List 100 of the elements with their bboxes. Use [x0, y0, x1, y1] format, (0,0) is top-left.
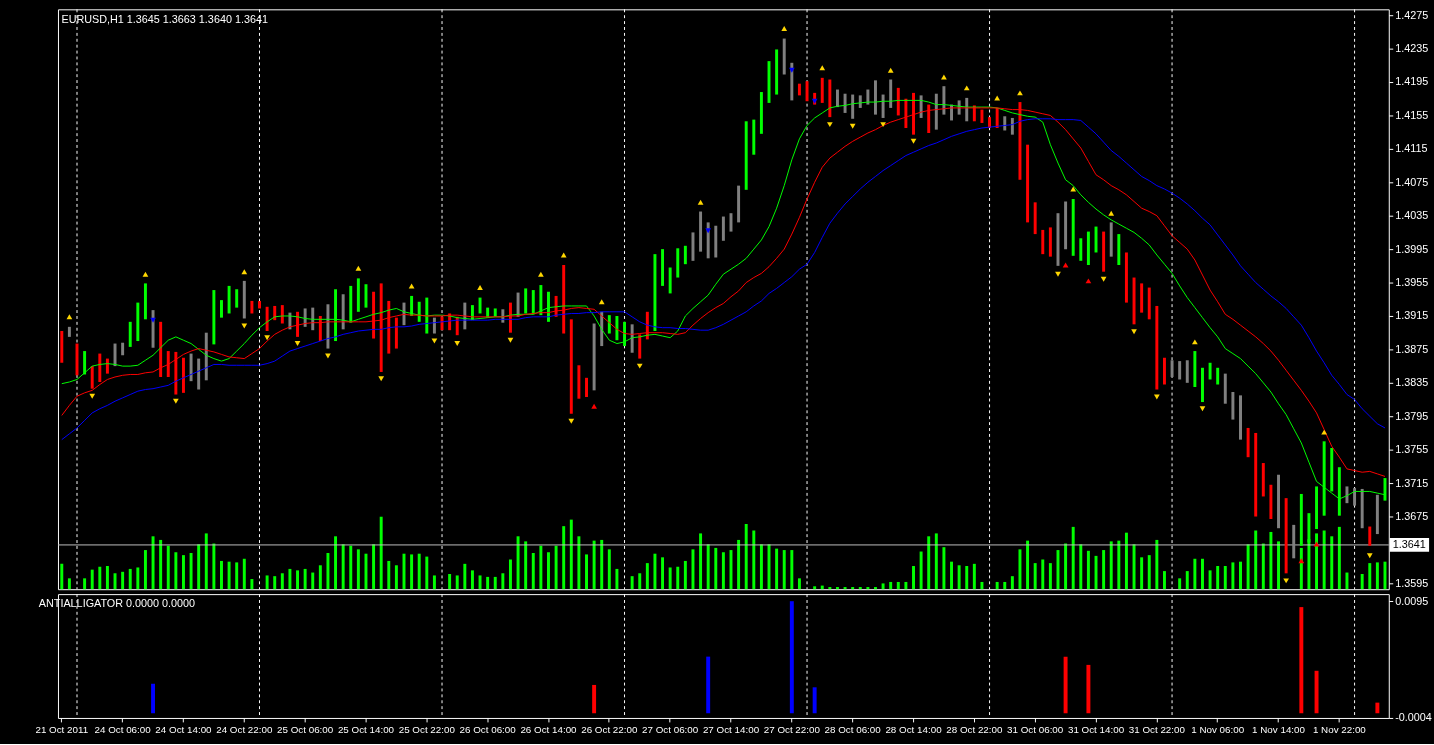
- bar: [1124, 532, 1128, 590]
- x-tick-label: 24 Oct 22:00: [216, 724, 273, 736]
- bar: [607, 549, 611, 590]
- point: [591, 403, 597, 409]
- bar: [1018, 549, 1022, 590]
- bar: [174, 351, 178, 395]
- bar: [265, 575, 269, 590]
- point: [826, 122, 833, 128]
- bar: [387, 560, 391, 590]
- bar: [828, 79, 832, 118]
- bar: [1201, 558, 1204, 590]
- bar: [820, 77, 824, 103]
- bar: [1239, 561, 1242, 590]
- bar: [1353, 488, 1357, 506]
- bar: [334, 536, 338, 590]
- bar: [889, 79, 893, 108]
- bar: [280, 573, 284, 590]
- bar: [630, 576, 634, 590]
- bar: [1360, 488, 1364, 529]
- x-tick-label: 31 Oct 14:00: [1067, 724, 1125, 736]
- bar: [858, 587, 862, 590]
- bar: [220, 300, 223, 318]
- bar: [1048, 563, 1052, 590]
- bar: [1102, 550, 1106, 590]
- bar: [181, 357, 185, 393]
- y-tick-label: 1.3875: [1395, 342, 1429, 355]
- bar: [592, 323, 596, 391]
- bar: [972, 563, 976, 590]
- bar: [683, 560, 687, 590]
- bar: [1322, 530, 1326, 590]
- bar: [1330, 448, 1334, 492]
- bar: [759, 92, 763, 134]
- bar: [1375, 702, 1380, 714]
- bar: [303, 568, 307, 590]
- bar: [90, 569, 94, 590]
- bar: [60, 331, 64, 363]
- bar: [1003, 116, 1007, 131]
- bar: [1086, 231, 1090, 266]
- point: [1321, 429, 1328, 435]
- bar: [364, 284, 368, 308]
- bar: [1162, 357, 1166, 385]
- bar: [143, 283, 147, 320]
- bar: [341, 544, 345, 590]
- bar: [1223, 373, 1227, 404]
- bar: [372, 291, 376, 339]
- bar: [1041, 559, 1045, 590]
- bar: [1132, 277, 1136, 325]
- bar: [942, 86, 946, 115]
- bar: [1216, 566, 1220, 590]
- bar: [759, 544, 763, 590]
- y-tick-label: 1.4115: [1395, 142, 1428, 155]
- x-tick-label: 24 Oct 06:00: [94, 724, 152, 736]
- bar: [1109, 222, 1113, 257]
- bar: [805, 81, 809, 102]
- bar: [919, 551, 923, 590]
- point: [1199, 406, 1206, 412]
- bar: [1102, 231, 1106, 272]
- point: [963, 85, 970, 91]
- bar: [372, 544, 376, 590]
- bar: [1140, 283, 1144, 313]
- y-tick-label: 1.3795: [1395, 409, 1429, 422]
- bar: [706, 544, 710, 590]
- point: [880, 122, 886, 128]
- point: [294, 341, 301, 347]
- x-tick-label: 27 Oct 06:00: [642, 724, 699, 736]
- bar: [425, 297, 429, 334]
- bar: [691, 232, 695, 261]
- point: [1283, 578, 1289, 584]
- bar: [1079, 238, 1083, 261]
- bar: [394, 317, 398, 349]
- bar: [410, 554, 414, 590]
- bar: [957, 565, 961, 590]
- bar: [136, 567, 140, 590]
- point: [1131, 329, 1137, 335]
- bar: [197, 544, 201, 590]
- bar: [1162, 571, 1166, 590]
- bar: [181, 555, 185, 590]
- bar: [577, 536, 581, 590]
- bar: [1261, 543, 1265, 590]
- bar: [1231, 562, 1235, 590]
- bar: [1239, 395, 1242, 440]
- bar: [1208, 570, 1212, 590]
- bar: [1368, 526, 1372, 546]
- bar: [797, 83, 801, 96]
- bar: [1277, 541, 1280, 590]
- bar: [1048, 227, 1052, 257]
- x-tick-label: 24 Oct 14:00: [155, 724, 213, 736]
- bar: [1155, 539, 1159, 590]
- bar: [592, 684, 597, 714]
- bar: [501, 573, 505, 590]
- bar: [516, 536, 520, 590]
- bar: [615, 568, 619, 590]
- x-tick-label: 25 Oct 22:00: [398, 724, 456, 736]
- bar: [813, 586, 817, 590]
- point: [1100, 276, 1107, 282]
- bar: [212, 543, 216, 590]
- bar: [1117, 234, 1121, 266]
- point: [1313, 541, 1320, 547]
- bar: [417, 301, 421, 322]
- bar: [1003, 581, 1007, 590]
